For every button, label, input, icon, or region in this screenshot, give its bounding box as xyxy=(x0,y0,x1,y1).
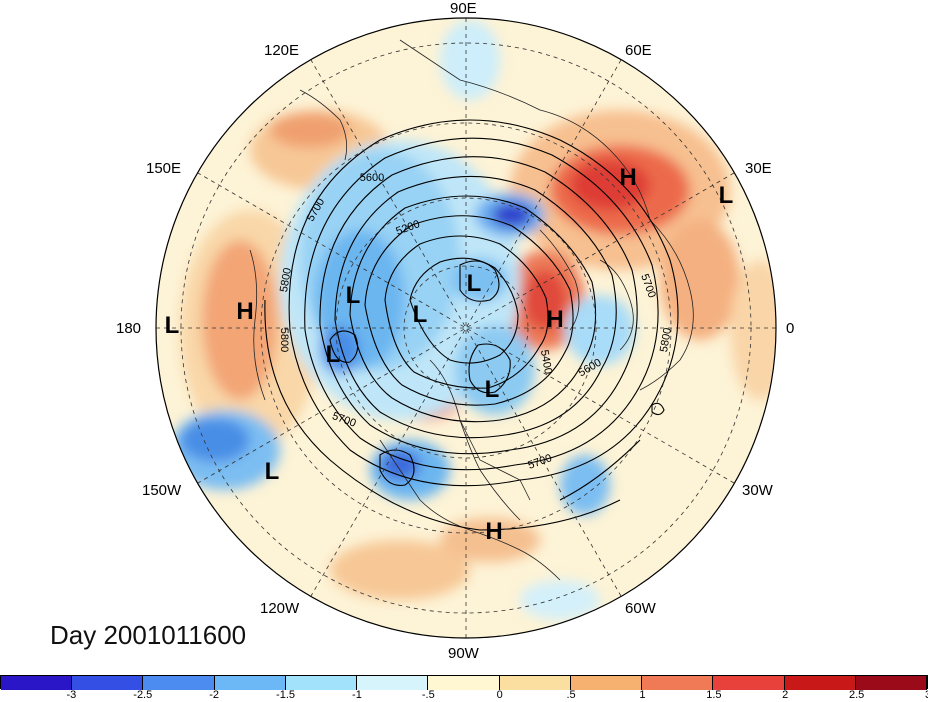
pressure-center-l: L xyxy=(264,458,280,485)
anomaly-field xyxy=(156,18,776,638)
map-boundary xyxy=(155,17,777,639)
colorbar-swatch xyxy=(143,676,215,690)
pressure-center-h: H xyxy=(485,518,503,545)
pressure-center-h: H xyxy=(619,164,637,191)
lon-label-120e: 120E xyxy=(264,42,300,59)
colorbar-swatch xyxy=(214,676,286,690)
pressure-center-l: L xyxy=(325,341,341,368)
colorbar-tick-label: 1.5 xyxy=(706,689,722,701)
lon-label-150w: 150W xyxy=(142,482,182,499)
colorbar-tick-label: 2.5 xyxy=(848,689,865,701)
colorbar-swatch xyxy=(499,676,571,690)
pressure-center-l: L xyxy=(466,270,482,297)
lon-label-60w: 60W xyxy=(625,600,656,617)
colorbar-tick-label: -2.5 xyxy=(133,689,153,701)
colorbar-swatch xyxy=(642,676,714,690)
colorbar-swatch xyxy=(72,676,144,690)
colorbar-swatch xyxy=(1,676,73,690)
coastlines xyxy=(249,39,694,581)
colorbar-tick-label: -1.5 xyxy=(276,689,296,701)
lon-label-60e: 60E xyxy=(625,42,652,59)
page-title: Day 2001011600 xyxy=(50,620,247,650)
lon-label-150e: 150E xyxy=(146,160,182,177)
colorbar-swatch xyxy=(713,676,785,690)
lon-label-30w: 30W xyxy=(742,482,773,499)
pressure-center-h: H xyxy=(546,306,564,333)
colorbar-tick-label: -2 xyxy=(209,689,220,701)
lon-label-180: 180 xyxy=(116,320,142,337)
graticule xyxy=(156,18,776,638)
colorbar-tick-label: -3 xyxy=(66,689,77,701)
colorbar-tick-label: 0 xyxy=(496,689,503,701)
colorbar-tick-label: 1 xyxy=(639,689,646,701)
colorbar-tick-label: -1 xyxy=(352,689,362,701)
lon-label-30e: 30E xyxy=(745,160,772,177)
height-contours xyxy=(264,119,679,531)
colorbar-tick-label: 3 xyxy=(925,689,928,701)
colorbar-swatch xyxy=(285,676,358,690)
colorbar-swatch xyxy=(855,676,928,690)
lon-label-90e: 90E xyxy=(450,0,477,17)
pressure-center-l: L xyxy=(718,182,734,209)
lon-label-90w: 90W xyxy=(448,645,479,662)
colorbar-tick-label: 2 xyxy=(782,689,789,701)
pressure-center-l: L xyxy=(164,312,180,339)
lon-label-0: 0 xyxy=(786,320,795,337)
colorbar-swatch xyxy=(784,676,856,690)
pressure-center-l: L xyxy=(412,301,428,328)
contour-label: 5600 xyxy=(359,172,385,184)
contour-label: 5800 xyxy=(278,327,290,353)
colorbar-tick-label: .5 xyxy=(566,689,576,701)
colorbar-swatch xyxy=(570,676,643,690)
colorbar-swatch xyxy=(357,676,429,690)
colorbar-swatch xyxy=(428,676,500,690)
lon-label-120w: 120W xyxy=(260,600,300,617)
pressure-center-h: H xyxy=(236,298,254,325)
colorbar-tick-label: -.5 xyxy=(421,689,435,701)
pressure-center-l: L xyxy=(345,282,361,309)
pressure-center-l: L xyxy=(484,376,500,403)
colorbar xyxy=(0,675,928,690)
